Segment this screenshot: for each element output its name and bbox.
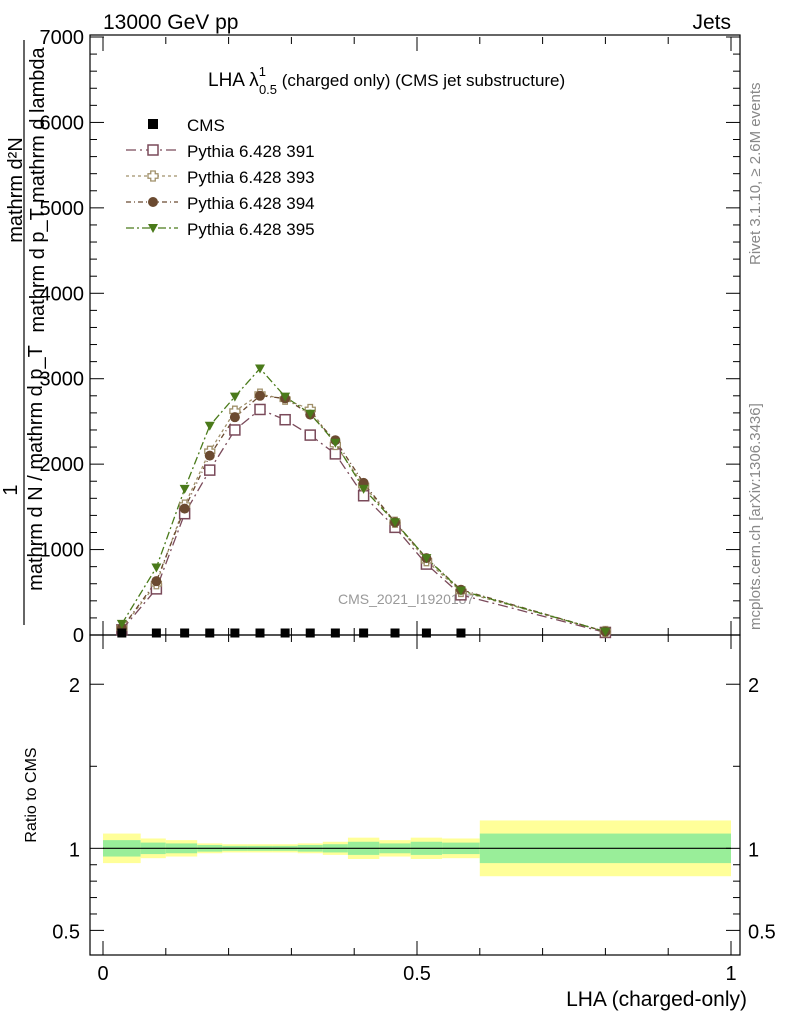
series-point — [229, 424, 241, 436]
title-sub: 0.5 — [259, 82, 277, 97]
series-point — [329, 448, 342, 460]
legend-label: Pythia 6.428 394 — [187, 194, 315, 213]
series-point — [600, 627, 611, 637]
series-point — [255, 390, 265, 401]
header-right: Jets — [692, 11, 731, 34]
cms-point — [151, 628, 161, 638]
series-point — [358, 484, 369, 494]
y-tick-label: 2000 — [40, 454, 85, 476]
cms-point — [255, 628, 265, 638]
y-tick-label: 6000 — [40, 112, 85, 134]
series-point — [179, 503, 190, 514]
main-ticks: 0 1000 2000 3000 4000 5000 6000 7000 — [40, 27, 740, 647]
series-point — [305, 409, 316, 419]
cms-point — [359, 628, 369, 638]
ratio-ticks: 0.5 0.5 1 1 2 2 — [52, 675, 776, 943]
cms-point — [456, 628, 466, 638]
legend-marker — [147, 170, 159, 182]
series-line — [121, 367, 606, 633]
ratio-panel-frame — [89, 634, 741, 956]
y-tick-label: 1000 — [40, 540, 85, 562]
ratio-tick-label-right: 1 — [748, 839, 759, 861]
ylabel-top-under: mathrm d p_T mathrm d lambda — [27, 46, 49, 332]
series-point — [204, 421, 215, 431]
series-point — [254, 403, 266, 416]
y-tick-label: 3000 — [40, 369, 85, 391]
x-axis-label: LHA (charged-only) — [566, 988, 747, 1011]
cms-point — [421, 628, 431, 638]
x-tick-label: 0.5 — [403, 963, 431, 985]
legend-cms-label: CMS — [187, 116, 225, 135]
series-point — [116, 619, 127, 629]
series-point — [455, 586, 466, 596]
series-point — [179, 484, 190, 494]
series-line — [121, 393, 606, 633]
series-point — [279, 413, 291, 426]
mcplots-label: mcplots.cern.ch [arXiv:1306.3436] — [747, 403, 764, 630]
series-point — [229, 412, 240, 423]
cms-point — [390, 628, 400, 638]
ylabel-top: mathrm d²N — [5, 137, 27, 243]
title-main: LHA λ — [208, 70, 259, 91]
title-sup: 1 — [259, 64, 266, 79]
ratio-tick-label: 2 — [69, 675, 80, 697]
legend-label: Pythia 6.428 393 — [187, 168, 315, 187]
ylabel-bottom: mathrm d N / mathrm d p_T — [25, 345, 47, 591]
legend: CMS Pythia 6.428 391 Pythia 6.428 393 Pythi… — [126, 116, 315, 239]
ratio-ylabel: Ratio to CMS — [23, 747, 40, 842]
header-left: 13000 GeV pp — [103, 11, 238, 34]
series-point — [204, 464, 216, 476]
ratio-tick-label: 1 — [69, 839, 80, 861]
cms-point — [180, 628, 190, 638]
title-rest: (charged only) (CMS jet substructure) — [277, 71, 565, 90]
chart-title: LHA λ1 0.5 (charged only) (CMS jet substr… — [208, 64, 565, 97]
legend-cms-marker — [148, 119, 158, 129]
main-ylabel: mathrm d²N mathrm d p_T mathrm d lambda … — [0, 40, 49, 625]
cms-point — [280, 628, 290, 638]
y-tick-label: 4000 — [40, 283, 85, 305]
series-point — [229, 392, 240, 402]
legend-label: Pythia 6.428 395 — [187, 220, 315, 239]
cms-point — [117, 628, 127, 638]
series-markers — [116, 364, 612, 639]
x-tick-label: 1 — [725, 963, 736, 985]
ratio-tick-label-right: 0.5 — [748, 921, 776, 943]
x-tick-label: 0 — [97, 963, 108, 985]
series-point — [204, 450, 215, 461]
series-point — [151, 576, 162, 587]
y-tick-label: 5000 — [40, 198, 85, 220]
ylabel-one: 1 — [0, 484, 22, 495]
rivet-label: Rivet 3.1.10, ≥ 2.6M events — [747, 83, 764, 266]
series-point — [421, 554, 432, 564]
series-point — [304, 429, 316, 441]
series-point — [390, 518, 401, 528]
cms-point — [330, 628, 340, 638]
y-tick-label: 0 — [73, 625, 84, 647]
ratio-tick-label: 0.5 — [52, 921, 80, 943]
cms-points — [117, 628, 466, 638]
ratio-tick-label-right: 2 — [748, 675, 759, 697]
cms-point — [230, 628, 240, 638]
series-point — [280, 392, 291, 402]
legend-marker — [148, 224, 158, 233]
series-point — [330, 438, 341, 448]
cms-point — [305, 628, 315, 638]
legend-marker — [148, 197, 158, 207]
legend-marker — [147, 144, 159, 156]
series-point — [255, 364, 265, 374]
cms-point — [205, 628, 215, 638]
watermark: CMS_2021_I1920187 — [338, 591, 474, 607]
series-point — [151, 563, 162, 573]
y-tick-label: 7000 — [40, 27, 85, 49]
legend-label: Pythia 6.428 391 — [187, 142, 315, 161]
x-ticks: 0 0.5 1 — [97, 37, 737, 985]
